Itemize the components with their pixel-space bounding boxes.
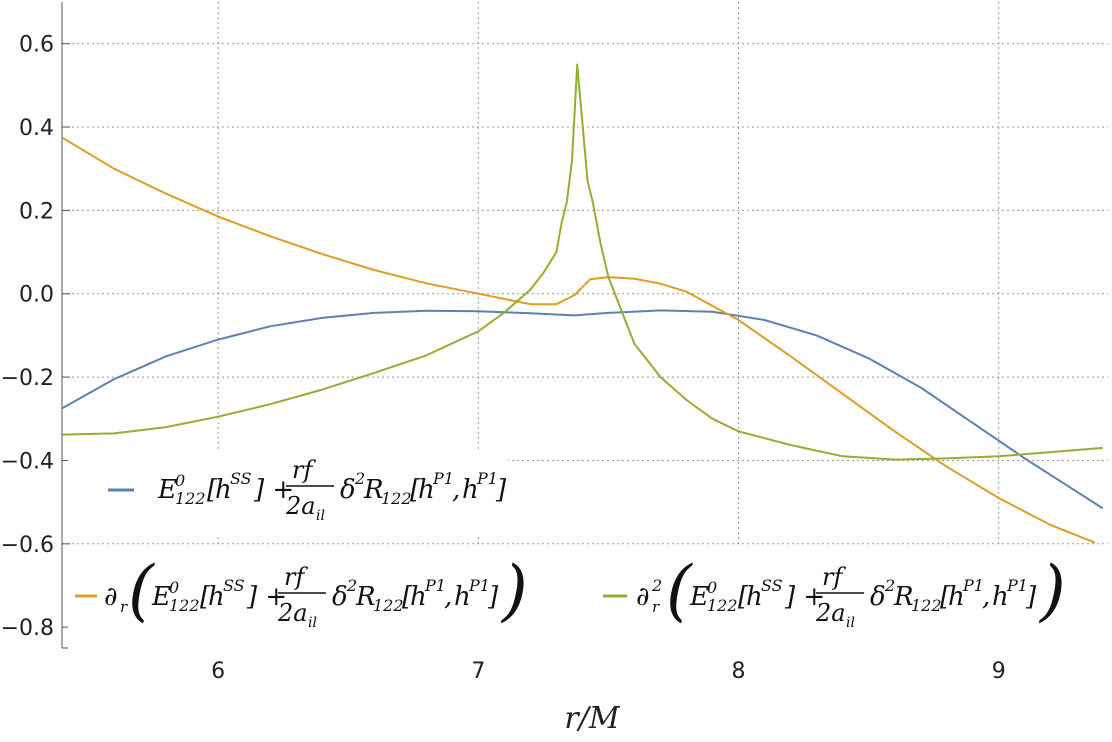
svg-text:h: h xyxy=(746,582,763,612)
svg-text:P1: P1 xyxy=(1006,576,1028,595)
svg-text:∂: ∂ xyxy=(104,582,117,612)
svg-text:δ: δ xyxy=(340,475,356,505)
series-line-3 xyxy=(61,63,1103,461)
svg-text:[: [ xyxy=(207,475,218,505)
series-lines xyxy=(61,63,1104,544)
legend-label-3: ∂ 2 r ( E 0 122 [ h SS ] + rf 2a il δ 2 … xyxy=(636,552,1066,631)
svg-text:R: R xyxy=(355,582,376,612)
svg-text:h: h xyxy=(454,582,471,612)
svg-text:122: 122 xyxy=(381,489,412,508)
y-tick-label-3: −0.2 xyxy=(1,366,54,391)
svg-text:il: il xyxy=(316,508,325,524)
svg-text:h: h xyxy=(208,582,225,612)
svg-text:122: 122 xyxy=(175,489,206,508)
svg-text:SS: SS xyxy=(230,469,252,488)
svg-text:2: 2 xyxy=(354,469,365,488)
svg-text:R: R xyxy=(363,475,384,505)
x-tick-label-0: 6 xyxy=(211,659,225,684)
legend-background-lower xyxy=(68,545,1108,655)
svg-text:122: 122 xyxy=(169,596,200,615)
svg-text:] +: ] + xyxy=(253,475,294,505)
svg-text:2a: 2a xyxy=(285,492,316,520)
svg-text:): ) xyxy=(1038,552,1066,629)
svg-text:SS: SS xyxy=(761,576,783,595)
svg-text:h: h xyxy=(462,475,479,505)
x-tick-label-1: 7 xyxy=(471,659,485,684)
svg-text:): ) xyxy=(500,552,528,629)
series-line-2 xyxy=(61,136,1096,544)
svg-text:,: , xyxy=(444,582,452,612)
legend-background xyxy=(68,450,508,537)
svg-text:il: il xyxy=(308,615,317,631)
y-tick-label-2: −0.4 xyxy=(1,449,54,474)
svg-text:E: E xyxy=(151,582,171,612)
svg-text:2a: 2a xyxy=(277,599,308,627)
y-tick-label-5: 0.2 xyxy=(19,199,54,224)
svg-text:(: ( xyxy=(128,552,155,629)
svg-text:h: h xyxy=(418,475,435,505)
svg-text:] +: ] + xyxy=(246,582,287,612)
svg-text:P1: P1 xyxy=(432,469,454,488)
series-line-1 xyxy=(61,309,1104,510)
y-tick-label-4: 0.0 xyxy=(19,283,54,308)
svg-text:(: ( xyxy=(666,552,693,629)
legend: E 0 122 [ h SS ] + rf 2a il δ 2 R 122 [ … xyxy=(68,450,1108,655)
x-axis-label: r/M xyxy=(564,701,620,736)
svg-text:P1: P1 xyxy=(424,576,446,595)
svg-text:r: r xyxy=(652,598,660,616)
svg-text:h: h xyxy=(992,582,1009,612)
svg-text:122: 122 xyxy=(911,596,942,615)
y-tick-label-1: −0.6 xyxy=(1,533,54,558)
svg-text:∂: ∂ xyxy=(636,582,649,612)
svg-text:r: r xyxy=(120,598,128,616)
svg-text:[: [ xyxy=(410,475,421,505)
svg-text:0: 0 xyxy=(175,471,185,490)
svg-text:E: E xyxy=(689,582,709,612)
y-tick-label-6: 0.4 xyxy=(19,116,54,141)
svg-text:2a: 2a xyxy=(815,599,846,627)
svg-text:] +: ] + xyxy=(784,582,825,612)
svg-text:SS: SS xyxy=(223,576,245,595)
tick-labels: 6 7 8 9 −0.8 −0.6 −0.4 −0.2 0.0 0.2 0.4 0.6 xyxy=(1,33,1006,684)
svg-text:δ: δ xyxy=(332,582,348,612)
svg-text:,: , xyxy=(982,582,990,612)
svg-text:il: il xyxy=(846,615,855,631)
svg-text:P1: P1 xyxy=(468,576,490,595)
svg-text:h: h xyxy=(410,582,427,612)
x-tick-label-2: 8 xyxy=(732,659,746,684)
legend-label-2: ∂ r ( E 0 122 [ h SS ] + rf 2a il δ 2 R … xyxy=(104,552,528,631)
svg-text:122: 122 xyxy=(707,596,738,615)
svg-text:δ: δ xyxy=(870,582,886,612)
y-tick-label-7: 0.6 xyxy=(19,33,54,58)
svg-text:]: ] xyxy=(1025,582,1037,612)
svg-text:h: h xyxy=(215,475,232,505)
svg-text:]: ] xyxy=(495,475,507,505)
svg-text:2: 2 xyxy=(884,576,895,595)
svg-text:h: h xyxy=(948,582,965,612)
svg-text:[: [ xyxy=(940,582,951,612)
svg-text:[: [ xyxy=(738,582,749,612)
svg-text:2: 2 xyxy=(651,576,662,595)
svg-text:,: , xyxy=(452,475,460,505)
svg-text:2: 2 xyxy=(346,576,357,595)
svg-text:[: [ xyxy=(200,582,211,612)
svg-text:0: 0 xyxy=(707,578,717,597)
svg-text:]: ] xyxy=(487,582,499,612)
x-tick-label-3: 9 xyxy=(992,659,1006,684)
svg-text:0: 0 xyxy=(169,578,179,597)
svg-text:[: [ xyxy=(402,582,413,612)
svg-text:E: E xyxy=(157,475,177,505)
svg-text:R: R xyxy=(893,582,914,612)
y-tick-label-0: −0.8 xyxy=(1,616,54,641)
svg-text:P1: P1 xyxy=(476,469,498,488)
svg-text:122: 122 xyxy=(373,596,404,615)
svg-text:P1: P1 xyxy=(962,576,984,595)
